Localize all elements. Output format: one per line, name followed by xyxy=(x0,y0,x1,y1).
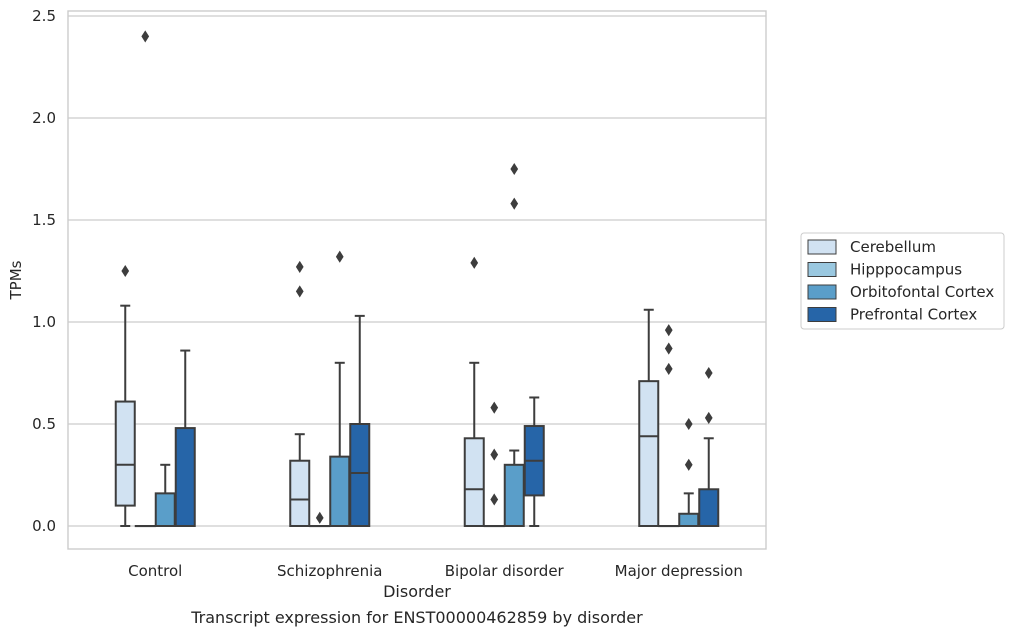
x-axis-ticks: Control Schizophrenia Bipolar disorder Majo… xyxy=(128,562,743,580)
outlier-point xyxy=(684,458,693,471)
box-prefrontal-cortex xyxy=(349,314,371,527)
legend-label: Cerebellum xyxy=(850,238,936,256)
legend-swatch xyxy=(807,284,837,300)
outlier-point xyxy=(490,401,499,414)
outlier-point xyxy=(664,324,673,337)
box-cerebellum xyxy=(638,308,660,527)
x-tick-label: Control xyxy=(128,562,182,580)
gridlines xyxy=(68,15,766,527)
box-body xyxy=(289,459,311,527)
box-prefrontal-cortex xyxy=(523,396,545,527)
y-tick-label: 1.0 xyxy=(32,313,56,331)
outlier-point xyxy=(510,197,519,210)
outlier-point xyxy=(121,264,130,278)
legend-swatch xyxy=(807,239,837,255)
legend-swatch xyxy=(807,262,837,277)
x-tick-label: Major depression xyxy=(615,562,743,580)
outlier-point xyxy=(664,342,673,355)
plot-area xyxy=(114,30,720,528)
box-hipppocampus xyxy=(483,401,505,528)
legend-swatch xyxy=(807,307,837,322)
box-orbitofontal-cortex xyxy=(503,162,525,527)
box-body xyxy=(329,455,351,528)
box-hipppocampus xyxy=(658,324,680,528)
axes-frame xyxy=(67,10,767,550)
y-axis-ticks: 0.0 0.5 1.0 1.5 2.0 2.5 xyxy=(32,7,56,535)
y-tick-label: 2.5 xyxy=(32,7,56,25)
x-tick-label: Bipolar disorder xyxy=(445,562,565,580)
box-body xyxy=(174,427,196,527)
x-axis-label: Disorder xyxy=(383,582,451,601)
box-orbitofontal-cortex xyxy=(329,250,351,528)
box-cerebellum xyxy=(114,264,136,527)
outlier-point xyxy=(470,256,479,269)
y-axis-label: TPMs xyxy=(7,260,25,300)
box-orbitofontal-cortex xyxy=(678,417,700,528)
box-body xyxy=(114,400,136,507)
box-orbitofontal-cortex xyxy=(154,463,176,527)
box-prefrontal-cortex xyxy=(698,366,720,527)
box-body xyxy=(349,423,371,527)
outlier-point xyxy=(295,260,304,273)
box-body xyxy=(678,512,700,528)
legend-frame xyxy=(800,232,1005,330)
box-body xyxy=(698,488,720,527)
outlier-point xyxy=(141,30,150,43)
box-body xyxy=(154,492,176,527)
legend-label: Prefrontal Cortex xyxy=(850,306,977,324)
legend: Cerebellum Hipppocampus Orbitofontal Corte… xyxy=(800,232,1005,330)
outlier-point xyxy=(490,493,499,506)
legend-items: Cerebellum Hipppocampus Orbitofontal Corte… xyxy=(807,238,994,324)
outlier-point xyxy=(510,162,519,176)
chart-caption: Transcript expression for ENST0000046285… xyxy=(190,608,643,627)
outlier-point xyxy=(295,285,304,298)
outlier-point xyxy=(490,448,499,461)
box-hipppocampus xyxy=(134,30,156,528)
y-tick-label: 1.5 xyxy=(32,211,56,229)
box-body xyxy=(503,463,525,527)
outlier-point xyxy=(684,417,693,431)
outlier-point xyxy=(335,250,344,263)
box-cerebellum xyxy=(289,260,311,527)
outlier-point xyxy=(664,362,673,375)
box-body xyxy=(463,437,485,527)
outlier-point xyxy=(704,366,713,380)
box-body xyxy=(638,380,660,527)
outlier-point xyxy=(704,411,713,424)
legend-label: Hipppocampus xyxy=(850,261,962,279)
y-tick-label: 0.5 xyxy=(32,415,56,433)
box-cerebellum xyxy=(463,256,485,527)
box-prefrontal-cortex xyxy=(174,349,196,527)
x-tick-label: Schizophrenia xyxy=(277,562,382,580)
y-tick-label: 2.0 xyxy=(32,109,56,127)
legend-label: Orbitofontal Cortex xyxy=(850,283,994,301)
box-hipppocampus xyxy=(309,511,331,528)
y-tick-label: 0.0 xyxy=(32,517,56,535)
outlier-point xyxy=(315,511,324,524)
